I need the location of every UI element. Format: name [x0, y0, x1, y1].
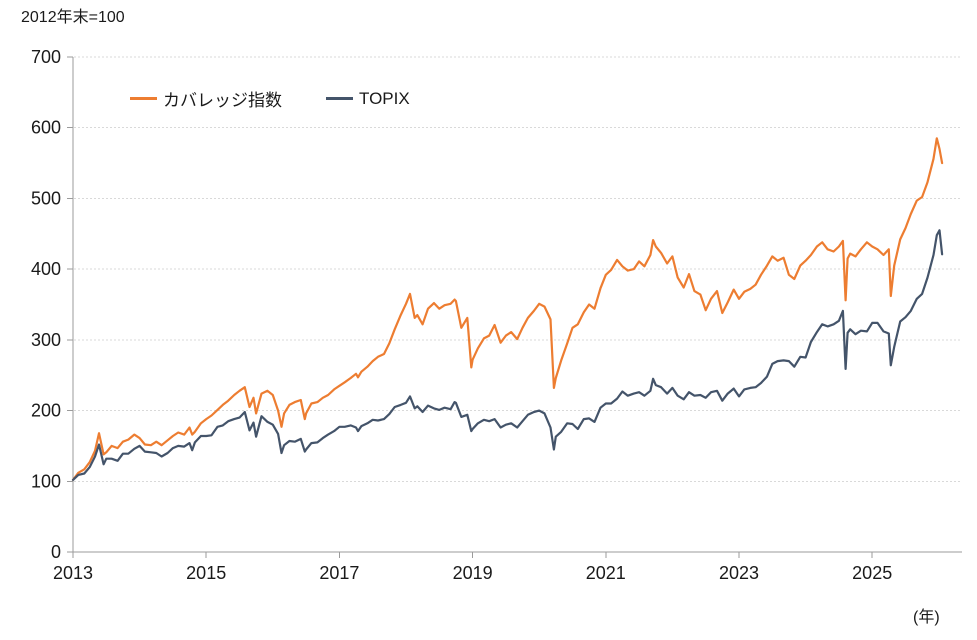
y-tick-label: 500: [31, 188, 61, 208]
topix-line-swatch: [326, 97, 353, 100]
x-tick-label: 2013: [53, 563, 93, 583]
index-base-note: 2012年末=100: [21, 9, 125, 26]
x-tick-label: 2021: [586, 563, 626, 583]
x-tick-label: 2017: [319, 563, 359, 583]
series-line-coverage-index: [71, 137, 944, 481]
y-tick-label: 400: [31, 259, 61, 279]
legend-item-coverage-index: カバレッジ指数: [130, 86, 282, 111]
y-tick-label: 600: [31, 118, 61, 138]
x-axis-unit-label: (年): [913, 609, 940, 626]
x-tick-label: 2023: [719, 563, 759, 583]
coverage-index-line-swatch: [130, 97, 157, 100]
series-line-topix: [71, 229, 944, 481]
y-tick-label: 700: [31, 47, 61, 67]
legend: カバレッジ指数 TOPIX: [130, 86, 410, 111]
legend-label-coverage-index: カバレッジ指数: [163, 91, 282, 110]
y-tick-label: 200: [31, 401, 61, 421]
legend-label-topix: TOPIX: [359, 88, 410, 108]
x-tick-label: 2019: [453, 563, 493, 583]
legend-item-topix: TOPIX: [326, 89, 410, 109]
y-tick-label: 100: [31, 471, 61, 491]
x-tick-label: 2025: [852, 563, 892, 583]
y-tick-label: 0: [51, 542, 61, 562]
y-tick-label: 300: [31, 330, 61, 350]
x-tick-label: 2015: [186, 563, 226, 583]
